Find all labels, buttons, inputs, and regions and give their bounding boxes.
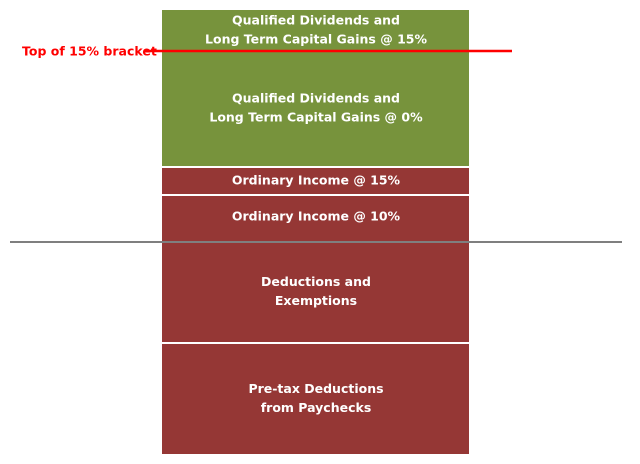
block-label: Pre-tax Deductions	[248, 381, 383, 396]
block-label: Ordinary Income @ 10%	[232, 209, 401, 224]
block-label: Qualified Dividends and	[232, 91, 400, 106]
block-label: Deductions and	[261, 274, 371, 289]
block	[162, 10, 469, 51]
block	[162, 344, 469, 454]
block-label: Exemptions	[275, 293, 357, 308]
bracket-label: Top of 15% bracket	[22, 44, 157, 59]
block-label: Ordinary Income @ 15%	[232, 173, 401, 188]
block-label: Qualified Dividends and	[232, 13, 400, 28]
block	[162, 196, 469, 242]
blocks: Qualified Dividends and Long Term Capital…	[162, 10, 469, 454]
block-label: Long Term Capital Gains @ 0%	[209, 110, 423, 125]
block	[162, 168, 469, 194]
block-label: from Paychecks	[261, 400, 372, 415]
block	[162, 242, 469, 342]
block-label: Long Term Capital Gains @ 15%	[205, 32, 427, 47]
block	[162, 51, 469, 166]
